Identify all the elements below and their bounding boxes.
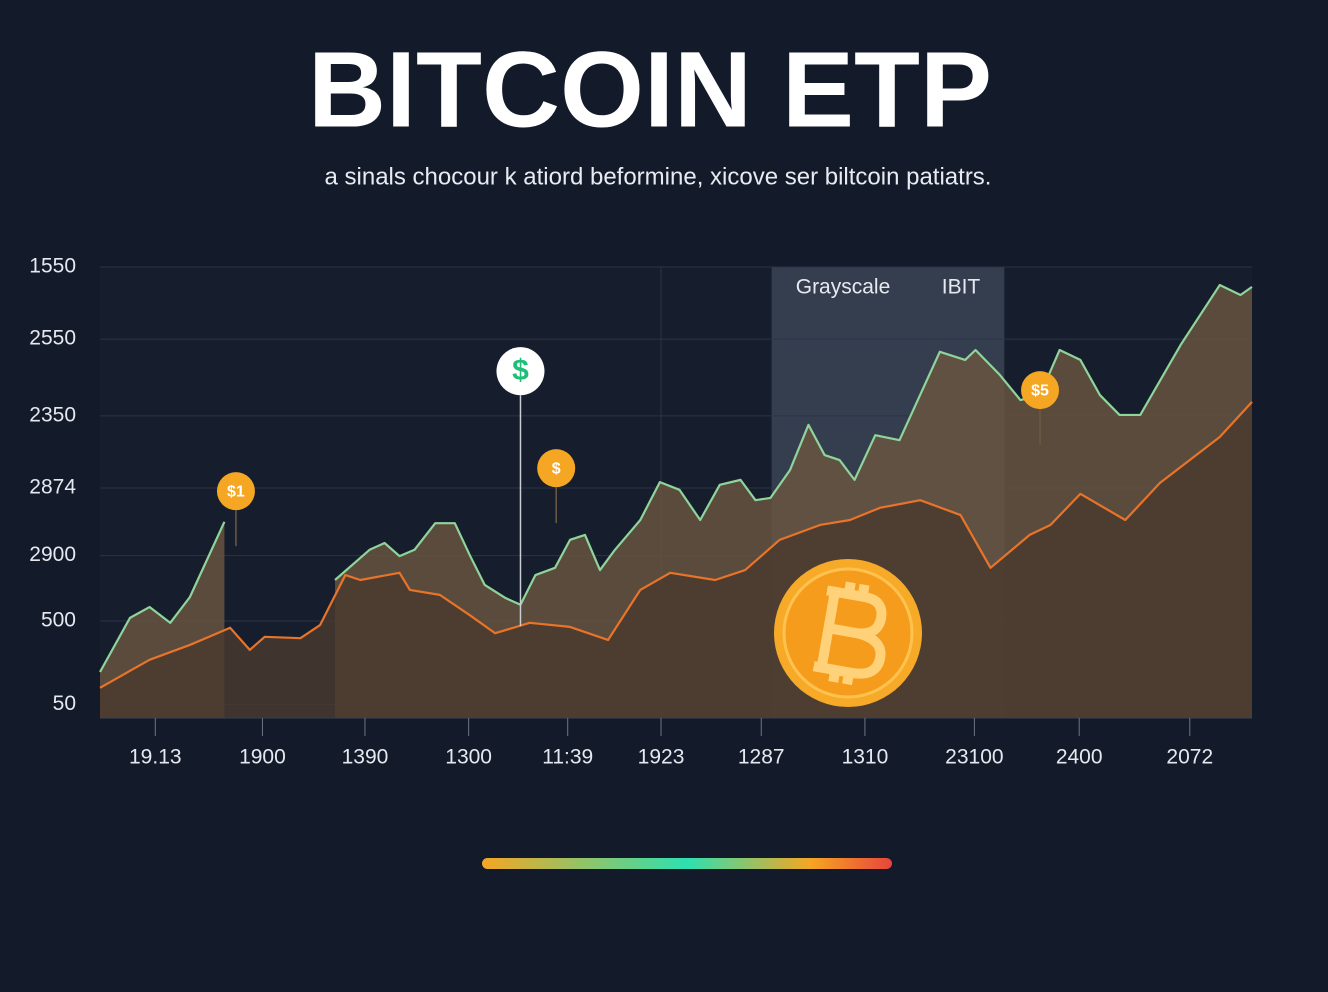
annotation-marker <box>216 472 255 511</box>
annotation-marker <box>496 347 545 396</box>
gradient-bar <box>482 858 892 869</box>
x-tick-label: 1300 <box>445 746 492 769</box>
annotation-marker <box>537 449 576 488</box>
y-tick-label: 50 <box>53 692 76 715</box>
x-tick-label: 1900 <box>239 746 286 769</box>
chart-subtitle: a sinals chocour k atiord beformine, xic… <box>325 163 992 190</box>
x-tick-label: 1310 <box>842 746 889 769</box>
series-line <box>99 521 226 673</box>
y-tick-label: 2874 <box>29 476 76 499</box>
x-tick-label: 2400 <box>1056 746 1103 769</box>
coin-symbol <box>812 581 887 686</box>
annotation-label: $ <box>552 460 561 477</box>
x-tick-label: 1287 <box>738 746 785 769</box>
highlight-label: Grayscale <box>796 276 891 299</box>
y-tick-label: 2350 <box>29 403 76 426</box>
y-tick-label: 2900 <box>29 543 76 566</box>
x-tick-label: 23100 <box>945 746 1003 769</box>
x-tick-label: 11:39 <box>542 746 593 769</box>
annotation-label: $ <box>512 354 529 387</box>
x-tick-label: 1390 <box>342 746 389 769</box>
y-tick-label: 2550 <box>29 327 76 350</box>
annotation-marker <box>1021 371 1060 410</box>
y-tick-label: 500 <box>41 609 76 632</box>
annotation-label: $5 <box>1031 382 1049 399</box>
y-tick-label: 1550 <box>29 255 76 278</box>
annotation-label: $1 <box>227 483 245 500</box>
x-tick-label: 19.13 <box>129 746 182 769</box>
highlight-label: IBIT <box>942 276 981 299</box>
bitcoin-icon <box>774 559 922 707</box>
series-line <box>99 401 1253 689</box>
plot-area: 1550 2550 2350 2874 2900 500 50 19.13 1900 1390 13… <box>29 255 1253 769</box>
x-tick-label: 2072 <box>1166 746 1213 769</box>
chart-title: BITCOIN ETP <box>308 29 992 150</box>
x-tick-label: 1923 <box>638 746 685 769</box>
series-line <box>334 283 1253 606</box>
series-area <box>100 401 1252 718</box>
